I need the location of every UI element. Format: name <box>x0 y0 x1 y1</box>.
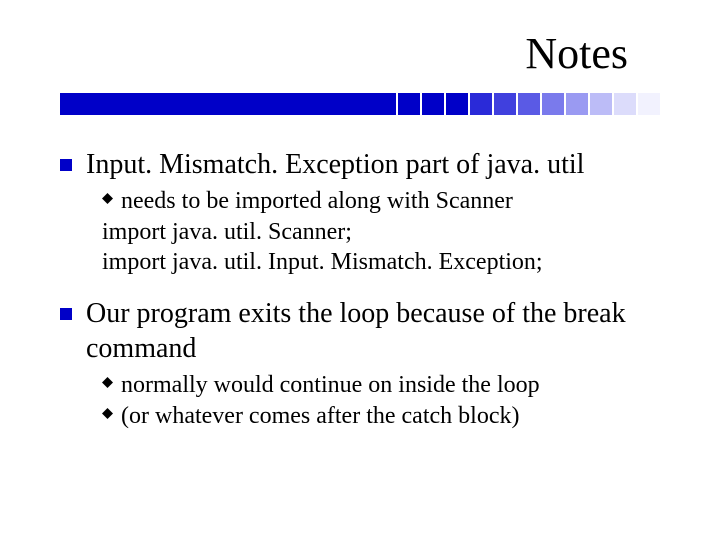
bullet-level2-text: needs to be imported along with Scanner <box>121 186 513 217</box>
diamond-bullet-icon <box>102 408 113 419</box>
stripe-fade-cell <box>518 93 540 115</box>
slide-title: Notes <box>60 28 660 79</box>
stripe-fade-cell <box>422 93 444 115</box>
sub-bullet-group: normally would continue on inside the lo… <box>60 370 660 431</box>
square-bullet-icon <box>60 308 72 320</box>
slide-content: Input. Mismatch. Exception part of java.… <box>60 147 660 432</box>
stripe-fade-cell <box>470 93 492 115</box>
stripe-fade-cell <box>542 93 564 115</box>
diamond-bullet-icon <box>102 377 113 388</box>
slide: Notes Input. Mismatch. Exception part of… <box>0 0 720 540</box>
square-bullet-icon <box>60 159 72 171</box>
diamond-bullet-icon <box>102 193 113 204</box>
stripe-fade-cell <box>446 93 468 115</box>
bullet-level1: Input. Mismatch. Exception part of java.… <box>60 147 660 182</box>
sub-plain-line: import java. util. Scanner; <box>102 217 660 248</box>
stripe-fade-cell <box>494 93 516 115</box>
sub-plain-line: import java. util. Input. Mismatch. Exce… <box>102 247 660 278</box>
stripe-fade-cell <box>566 93 588 115</box>
bullet-level1-text: Input. Mismatch. Exception part of java.… <box>86 147 584 182</box>
bullet-level1-text: Our program exits the loop because of th… <box>86 296 660 366</box>
bullet-level2-text: (or whatever comes after the catch block… <box>121 401 519 432</box>
stripe-fade-cell <box>590 93 612 115</box>
stripe-fade-cell <box>614 93 636 115</box>
stripe-main-bar <box>60 93 396 115</box>
bullet-level2: (or whatever comes after the catch block… <box>102 401 660 432</box>
bullet-level2: needs to be imported along with Scanner <box>102 186 660 217</box>
bullet-level2-text: normally would continue on inside the lo… <box>121 370 540 401</box>
decorative-stripe <box>60 93 660 115</box>
bullet-level1: Our program exits the loop because of th… <box>60 296 660 366</box>
sub-bullet-group: needs to be imported along with Scanneri… <box>60 186 660 278</box>
stripe-fade-cell <box>638 93 660 115</box>
stripe-fade-cell <box>398 93 420 115</box>
bullet-level2: normally would continue on inside the lo… <box>102 370 660 401</box>
stripe-fade-cells <box>396 93 660 115</box>
